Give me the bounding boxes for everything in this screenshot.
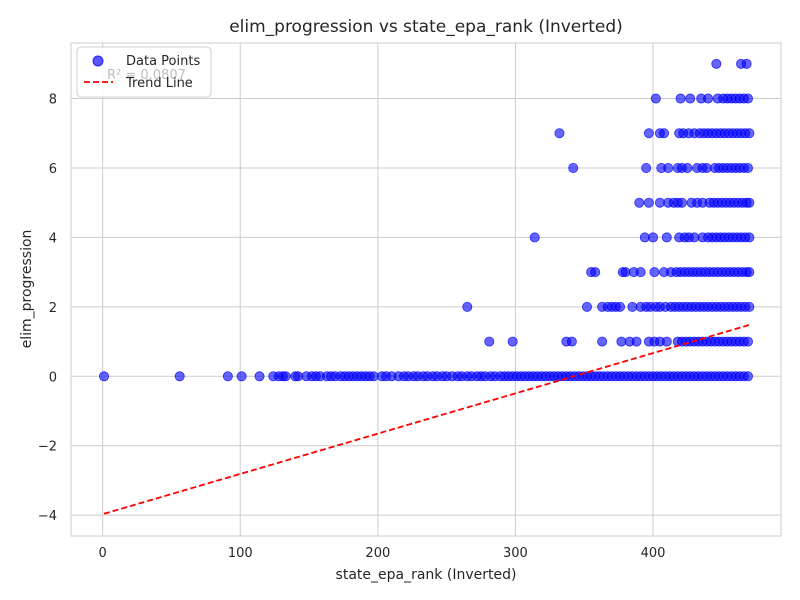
data-point [711, 58, 722, 69]
data-point [742, 336, 753, 347]
data-point [641, 162, 652, 173]
x-tick-labels: 0 100 200 300 400 [99, 546, 666, 561]
data-point [616, 336, 627, 347]
data-point [742, 371, 753, 382]
legend-marker-data-points [92, 55, 104, 67]
r-squared-annotation: R² = 0.0807 [107, 68, 186, 83]
data-point [661, 336, 672, 347]
data-point [597, 336, 608, 347]
data-point [643, 197, 654, 208]
data-point [484, 336, 495, 347]
data-point [99, 371, 110, 382]
data-point [566, 336, 577, 347]
data-point [654, 197, 665, 208]
trend-layer [103, 324, 750, 515]
data-point [676, 197, 687, 208]
data-point [615, 301, 626, 312]
legend-label-data-points: Data Points [126, 54, 200, 69]
data-point [254, 371, 265, 382]
points-layer [99, 58, 755, 382]
data-point [663, 162, 674, 173]
trend-line [103, 324, 750, 515]
data-point [741, 58, 752, 69]
x-tick-label: 400 [641, 546, 666, 561]
data-point [675, 93, 686, 104]
chart-title: elim_progression vs state_epa_rank (Inve… [229, 17, 623, 37]
data-point [634, 197, 645, 208]
data-point [744, 267, 755, 278]
data-point [627, 301, 638, 312]
data-point [554, 128, 565, 139]
data-point [639, 232, 650, 243]
data-point [703, 93, 714, 104]
y-tick-label: −2 [38, 440, 57, 455]
legend-label-trend-line: Trend Line [125, 76, 193, 91]
plot-frame [70, 42, 782, 537]
data-point [659, 128, 670, 139]
data-point [685, 93, 696, 104]
data-point [507, 336, 518, 347]
y-tick-label: 8 [49, 93, 57, 108]
data-point [661, 232, 672, 243]
data-point [682, 162, 693, 173]
x-tick-label: 0 [99, 546, 107, 561]
y-tick-label: 2 [49, 301, 57, 316]
data-point [529, 232, 540, 243]
data-point [280, 371, 291, 382]
x-tick-label: 100 [228, 546, 253, 561]
x-tick-label: 200 [365, 546, 390, 561]
data-point [701, 162, 712, 173]
y-tick-label: 0 [49, 370, 57, 385]
y-tick-label: 6 [49, 162, 57, 177]
data-point [293, 371, 304, 382]
data-point [631, 336, 642, 347]
x-tick-label: 300 [503, 546, 528, 561]
data-point [649, 267, 660, 278]
data-point [174, 371, 185, 382]
data-point [462, 301, 473, 312]
data-point [236, 371, 247, 382]
data-point [368, 371, 379, 382]
data-point [635, 267, 646, 278]
legend: R² = 0.0807 Data Points Trend Line [76, 46, 212, 98]
data-point [689, 232, 700, 243]
data-point [744, 128, 755, 139]
data-point [744, 301, 755, 312]
data-point [581, 301, 592, 312]
x-axis-label: state_epa_rank (Inverted) [336, 567, 517, 583]
y-tick-label: 4 [49, 231, 57, 246]
data-point [568, 162, 579, 173]
data-point [744, 232, 755, 243]
data-point [742, 162, 753, 173]
data-point [590, 267, 601, 278]
data-point [742, 93, 753, 104]
y-axis-label: elim_progression [19, 230, 35, 349]
data-point [648, 232, 659, 243]
data-point [650, 93, 661, 104]
data-point [222, 371, 233, 382]
data-point [620, 267, 631, 278]
data-point [643, 128, 654, 139]
y-tick-labels: −4 −2 0 2 4 6 8 [38, 93, 57, 525]
y-tick-label: −4 [38, 509, 57, 524]
legend-box [76, 46, 212, 98]
data-point [744, 197, 755, 208]
plot-background [71, 43, 781, 536]
